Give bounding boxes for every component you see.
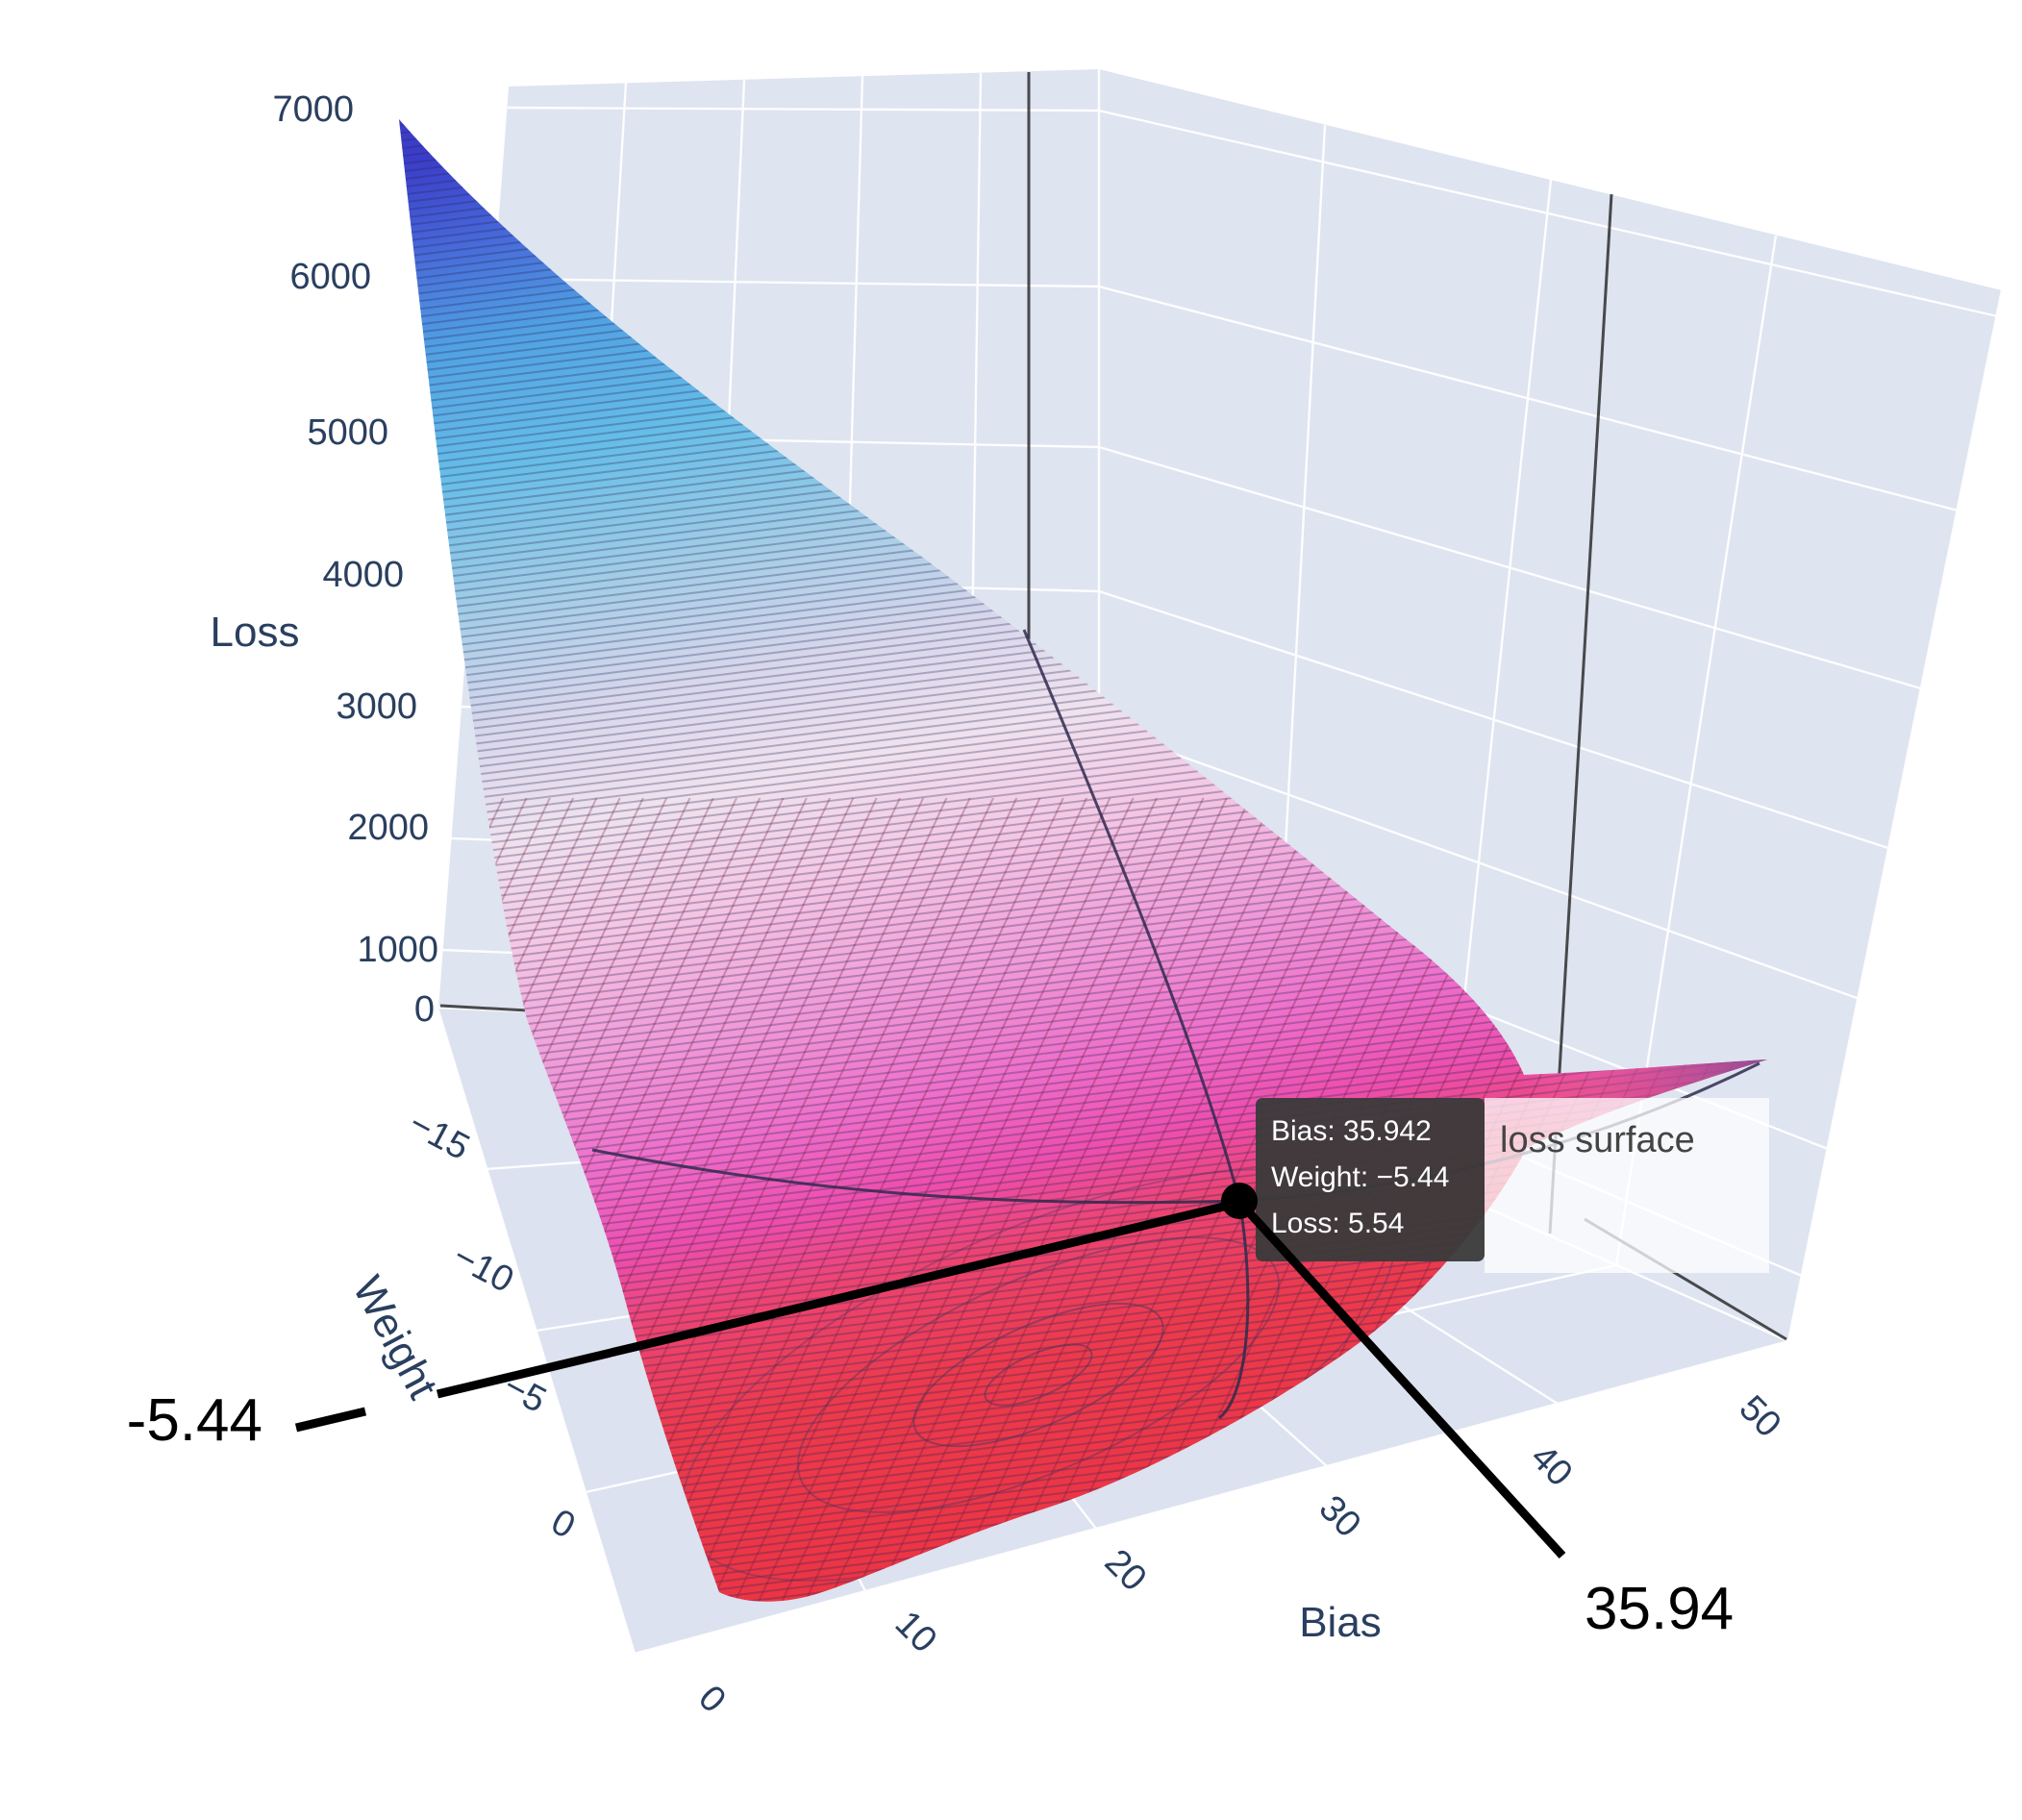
tooltip-line-bias: Bias: 35.942 [1271,1115,1432,1147]
hover-tooltip: Bias: 35.942 Weight: −5.44 Loss: 5.54 lo… [1256,1098,1769,1273]
z-axis-title: Loss [211,609,300,656]
annotation-lines [294,1199,1566,1559]
x-tick: 20 [1097,1542,1155,1600]
weight-annotation-label: -5.44 [127,1387,262,1454]
tooltip-box [1256,1098,1485,1261]
z-tick: 1000 [357,930,438,970]
x-tick: 10 [887,1604,945,1661]
right-wall-spike [1548,193,1613,1234]
z-tick: 7000 [272,89,354,130]
y-axis-title: Weight [343,1269,446,1407]
z-tick: 2000 [347,808,429,848]
hover-contour-bias [1022,629,1250,1420]
weight-callout-line-long [436,1199,1237,1399]
y-tick: 0 [544,1502,581,1547]
z-tick: 0 [414,989,435,1030]
x-tick: 30 [1311,1488,1369,1546]
tooltip-line-weight: Weight: −5.44 [1271,1161,1449,1193]
bias-annotation-label: 35.94 [1585,1576,1734,1642]
surface-right-sliver [1524,1060,1767,1148]
tooltip-line-loss: Loss: 5.54 [1271,1208,1404,1239]
weight-callout-line-short [294,1407,367,1433]
z-tick: 4000 [322,555,404,595]
trace-name-box [1485,1098,1769,1273]
z-tick: 5000 [307,412,388,453]
z-tick: 3000 [336,686,417,727]
trace-name-label: loss surface [1500,1120,1695,1160]
z-axis: 7000 6000 5000 4000 3000 2000 1000 0 Los… [211,89,438,1030]
x-tick: 0 [690,1678,734,1721]
bias-callout-line [1246,1209,1566,1559]
x-tick: 50 [1732,1388,1789,1446]
x-tick: 40 [1523,1437,1581,1495]
y-tick: −15 [402,1104,476,1168]
z-tick: 6000 [289,257,371,297]
x-axis-title: Bias [1299,1599,1382,1646]
hover-point-marker [1221,1183,1258,1219]
